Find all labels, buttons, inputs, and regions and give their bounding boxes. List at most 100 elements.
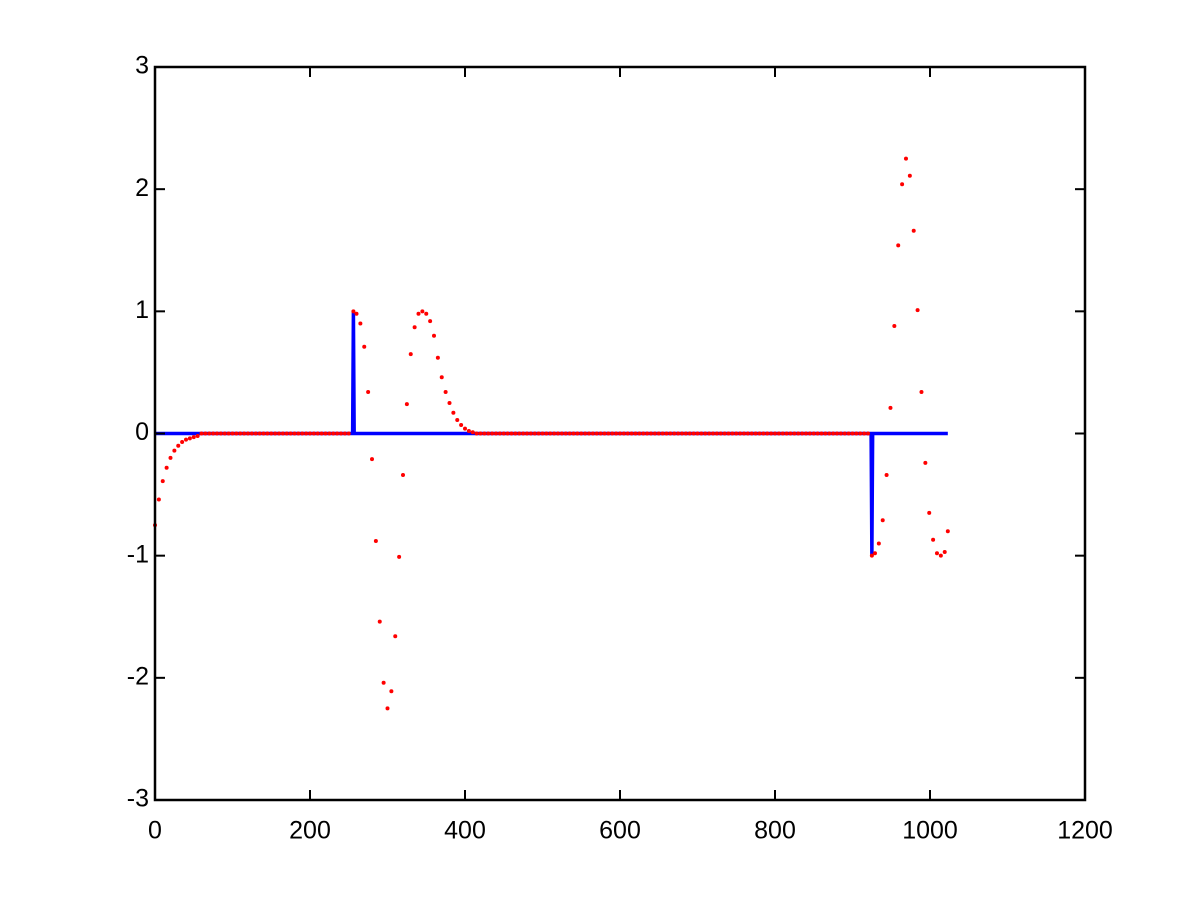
data-point [362, 344, 367, 349]
data-point [319, 431, 324, 436]
data-point [548, 431, 553, 436]
data-point [892, 323, 897, 328]
data-point [226, 431, 231, 436]
data-point [835, 431, 839, 436]
data-point [571, 431, 576, 436]
data-point [579, 431, 584, 436]
data-point [296, 431, 301, 436]
data-point [625, 431, 630, 436]
data-point [280, 431, 285, 436]
y-tick-label: 2 [135, 174, 149, 202]
data-point [404, 402, 409, 407]
data-point [854, 431, 859, 436]
data-point [726, 431, 731, 436]
data-point [292, 431, 297, 436]
data-point [575, 431, 580, 436]
data-point [253, 431, 258, 436]
x-tick-label: 1000 [902, 817, 958, 845]
data-point [699, 431, 704, 436]
data-point [517, 431, 522, 436]
data-point [559, 431, 564, 436]
data-point [645, 431, 650, 436]
data-point [528, 431, 533, 436]
data-point [389, 689, 394, 694]
data-point [342, 431, 347, 436]
data-point [823, 431, 828, 436]
data-point [888, 405, 893, 410]
data-point [691, 431, 696, 436]
data-point [505, 431, 510, 436]
data-point [466, 429, 471, 434]
data-point [544, 431, 549, 436]
data-point [703, 431, 708, 436]
data-point [381, 680, 386, 685]
data-point [397, 554, 402, 559]
data-point [249, 431, 254, 436]
data-point [792, 431, 797, 436]
data-point [680, 431, 684, 436]
data-point [215, 431, 219, 436]
y-tick-label: 1 [135, 296, 149, 324]
data-point [742, 431, 746, 436]
data-point [230, 431, 235, 436]
data-point [370, 457, 374, 462]
data-point [927, 510, 932, 515]
data-point [915, 308, 920, 313]
data-point [439, 375, 444, 380]
data-point [308, 431, 312, 436]
data-point [896, 243, 901, 248]
data-point [180, 440, 185, 445]
x-tick-label: 200 [289, 817, 331, 845]
data-point [420, 309, 425, 314]
data-point [811, 431, 816, 436]
data-point [765, 431, 770, 436]
data-point [738, 431, 743, 436]
data-point [222, 431, 227, 436]
data-point [451, 410, 456, 415]
data-point [676, 431, 681, 436]
data-point [695, 431, 700, 436]
data-point [714, 431, 719, 436]
data-point [815, 431, 820, 436]
data-point [745, 431, 750, 436]
data-point [652, 431, 657, 436]
data-point [931, 537, 936, 542]
data-point [513, 431, 518, 436]
data-point [269, 431, 274, 436]
data-point [284, 431, 289, 436]
data-point [687, 431, 692, 436]
data-point [428, 319, 433, 324]
data-point [819, 431, 824, 436]
data-point [800, 431, 805, 436]
data-point [598, 431, 603, 436]
data-point [366, 389, 371, 394]
data-point [668, 431, 673, 436]
data-point [734, 431, 739, 436]
data-point [482, 431, 487, 436]
data-point [711, 431, 715, 436]
data-point [637, 431, 642, 436]
data-point [838, 431, 843, 436]
data-point [934, 551, 939, 556]
data-point [900, 182, 905, 187]
data-point [311, 431, 316, 436]
data-point [339, 431, 343, 436]
data-point [315, 431, 320, 436]
data-point [265, 431, 270, 436]
data-point [907, 173, 912, 178]
data-point [501, 431, 506, 436]
data-point [354, 311, 359, 316]
data-point [827, 431, 832, 436]
data-point [664, 431, 669, 436]
data-point [683, 431, 688, 436]
data-point [621, 431, 626, 436]
data-point [207, 431, 212, 436]
data-point [807, 431, 812, 436]
data-point [784, 431, 789, 436]
data-point [730, 431, 735, 436]
data-point [552, 431, 557, 436]
data-point [242, 431, 247, 436]
data-point [804, 431, 808, 436]
x-tick-label: 1200 [1057, 817, 1113, 845]
